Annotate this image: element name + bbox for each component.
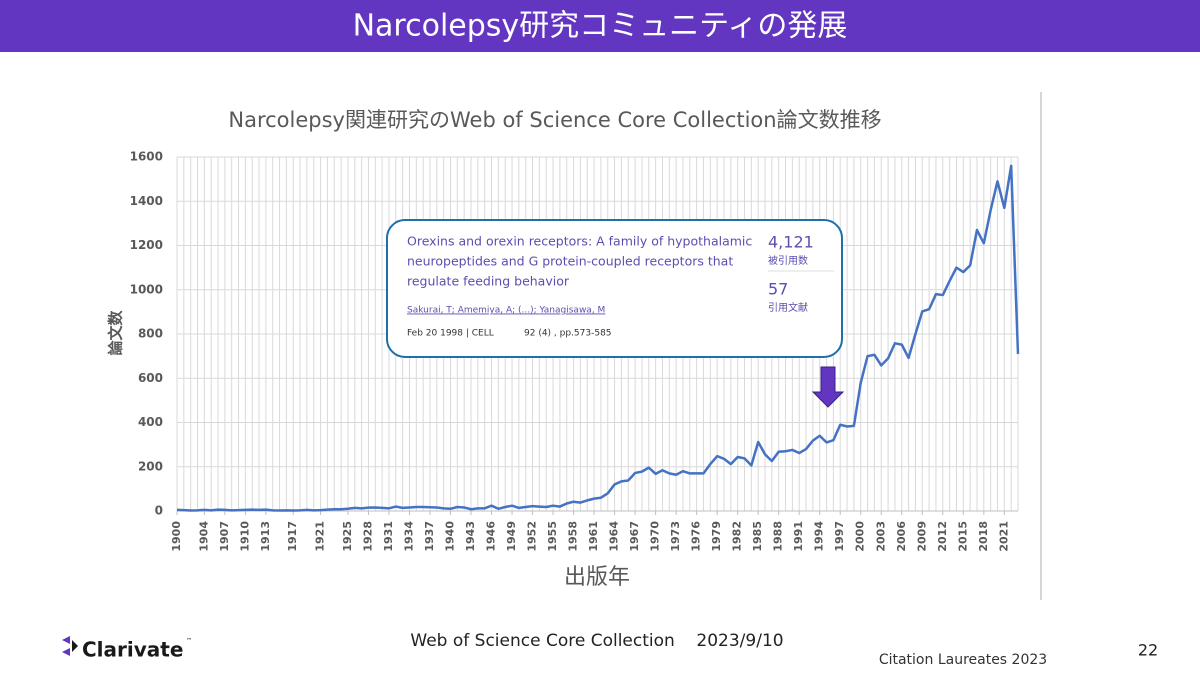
y-tick-label: 600 xyxy=(138,371,163,385)
y-tick-label: 400 xyxy=(138,415,163,429)
logo-mark xyxy=(62,636,70,656)
x-tick-label: 1979 xyxy=(710,521,723,552)
x-tick-label: 1907 xyxy=(218,521,231,552)
paper-title: regulate feeding behavior xyxy=(407,274,570,289)
x-tick-label: 1943 xyxy=(464,521,477,552)
x-tick-label: 2006 xyxy=(895,521,908,552)
x-tick-label: 1904 xyxy=(197,521,210,552)
x-tick-label: 1994 xyxy=(813,521,826,552)
x-tick-label: 1928 xyxy=(361,521,374,552)
date-journal: Feb 20 1998 | CELL xyxy=(407,329,494,339)
x-tick-label: 2000 xyxy=(854,521,867,552)
x-tick-label: 1967 xyxy=(628,521,641,552)
y-axis-label: 論文数 xyxy=(107,310,125,356)
callout: Orexins and orexin receptors: A family o… xyxy=(386,219,843,358)
x-tick-label: 2015 xyxy=(956,521,969,552)
header-band xyxy=(0,0,1200,52)
x-tick-label: 1913 xyxy=(259,521,272,552)
paper-title: Orexins and orexin receptors: A family o… xyxy=(407,234,752,249)
x-tick-label: 1949 xyxy=(505,521,518,552)
x-tick-label: 1925 xyxy=(341,521,354,552)
x-tick-label: 1982 xyxy=(731,521,744,552)
x-tick-label: 1937 xyxy=(423,521,436,552)
footer-source: Web of Science Core Collection 2023/9/10 xyxy=(410,631,783,651)
callout-box xyxy=(386,219,843,358)
y-tick-label: 0 xyxy=(155,504,163,518)
footer-event: Citation Laureates 2023 xyxy=(879,652,1047,668)
y-tick-label: 1600 xyxy=(130,150,163,164)
references: 57 xyxy=(768,280,788,299)
paper-title: neuropeptides and G protein-coupled rece… xyxy=(407,254,733,269)
trademark: ™ xyxy=(186,638,192,645)
x-tick-label: 1964 xyxy=(608,521,621,552)
x-tick-label: 2003 xyxy=(874,521,887,552)
logo: Clarivate ™ xyxy=(62,636,192,662)
x-tick-label: 1921 xyxy=(314,521,327,552)
x-tick-label: 1973 xyxy=(669,521,682,552)
x-tick-label: 1970 xyxy=(649,521,662,552)
slide-title: Narcolepsy研究コミュニティの発展 xyxy=(353,9,848,44)
citations-label: 被引用数 xyxy=(768,254,808,267)
y-tick-label: 800 xyxy=(138,327,163,341)
y-tick-label: 1000 xyxy=(130,282,163,296)
x-tick-label: 1931 xyxy=(382,521,395,552)
y-tick-label: 1200 xyxy=(130,238,163,252)
x-axis-label: 出版年 xyxy=(564,565,630,590)
logo-text: Clarivate xyxy=(82,638,183,662)
x-tick-label: 1946 xyxy=(485,521,498,552)
x-tick-label: 1961 xyxy=(587,521,600,552)
x-tick-label: 2018 xyxy=(977,521,990,552)
x-tick-label: 1940 xyxy=(443,521,456,552)
citations: 4,121 xyxy=(768,233,814,252)
volume-pages: 92 (4) , pp.573-585 xyxy=(524,329,612,339)
x-tick-label: 2012 xyxy=(936,521,949,552)
x-tick-label: 1900 xyxy=(170,521,183,552)
x-tick-label: 1991 xyxy=(792,521,805,552)
x-tick-label: 1917 xyxy=(286,521,299,552)
chart-title: Narcolepsy関連研究のWeb of Science Core Colle… xyxy=(228,108,881,132)
x-tick-label: 1910 xyxy=(238,521,251,552)
x-tick-label: 2009 xyxy=(915,521,928,552)
x-tick-label: 1997 xyxy=(833,521,846,552)
data-line xyxy=(176,164,1020,512)
y-tick-label: 200 xyxy=(138,459,163,473)
x-tick-label: 1958 xyxy=(567,521,580,552)
x-tick-label: 1988 xyxy=(772,521,785,552)
page-number: 22 xyxy=(1138,641,1158,660)
x-tick-label: 1934 xyxy=(402,521,415,552)
x-tick-label: 1976 xyxy=(690,521,703,552)
y-tick-label: 1400 xyxy=(130,194,163,208)
x-tick-label: 2021 xyxy=(997,521,1010,552)
x-tick-label: 1952 xyxy=(526,521,539,552)
x-tick-label: 1985 xyxy=(751,521,764,552)
authors: Sakurai, T; Amemiya, A; (...); Yanagisaw… xyxy=(407,306,605,316)
arrow xyxy=(811,366,845,408)
logo-mark xyxy=(72,640,78,652)
references-label: 引用文献 xyxy=(768,301,808,314)
x-tick-label: 1955 xyxy=(546,521,559,552)
